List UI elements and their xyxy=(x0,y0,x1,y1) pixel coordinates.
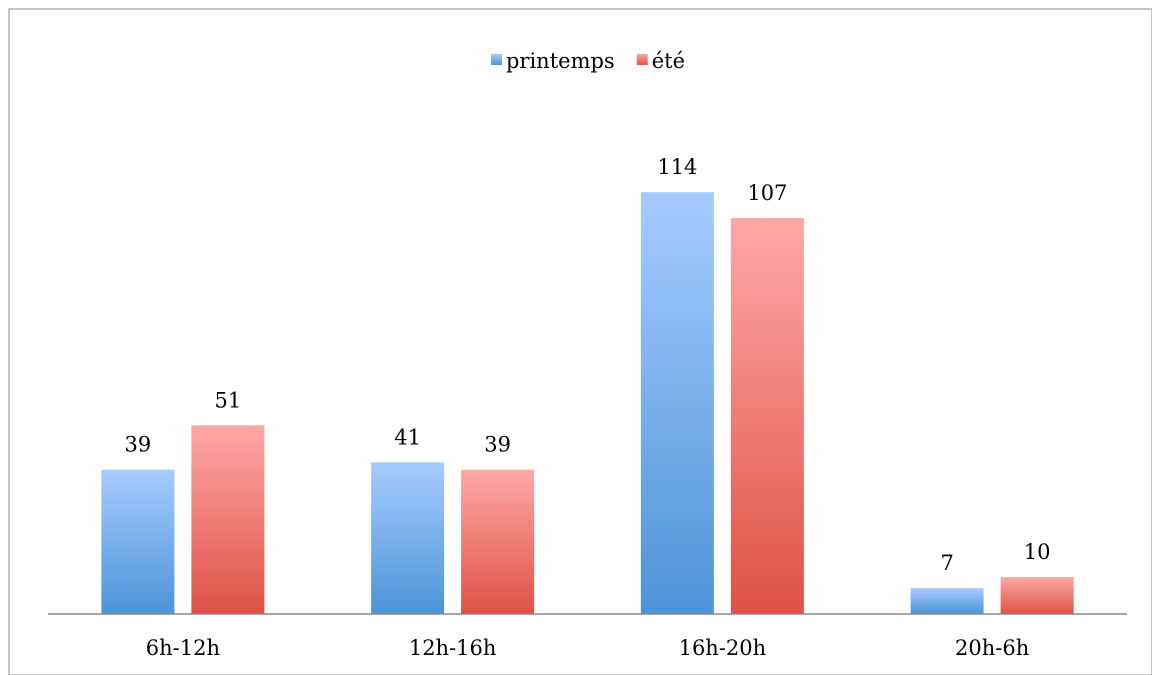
x-tick-label-20h-6h: 20h-6h xyxy=(955,636,1029,660)
legend-swatch-printemps xyxy=(490,54,502,65)
bars xyxy=(101,192,1074,614)
legend: printemps été xyxy=(490,49,685,73)
bar-printemps-12h-16h xyxy=(371,462,445,614)
legend-swatch-ete xyxy=(636,54,648,65)
x-tick-label-6h-12h: 6h-12h xyxy=(146,636,220,660)
chart-frame xyxy=(8,8,1152,675)
bar-printemps-6h-12h xyxy=(101,469,175,614)
x-tick-label-12h-16h: 12h-16h xyxy=(409,636,497,660)
data-label-ete-6h-12h: 51 xyxy=(215,388,242,412)
x-axis-ticks: 6h-12h 12h-16h 16h-20h 20h-6h xyxy=(146,636,1029,660)
data-labels: 39 51 41 39 114 107 7 10 xyxy=(125,155,1051,575)
data-label-printemps-16h-20h: 114 xyxy=(657,155,697,179)
legend-label-printemps: printemps xyxy=(506,49,615,73)
data-label-printemps-12h-16h: 41 xyxy=(394,425,421,449)
data-label-ete-16h-20h: 107 xyxy=(747,181,787,205)
data-label-printemps-20h-6h: 7 xyxy=(940,551,953,575)
bar-ete-12h-16h xyxy=(461,469,535,614)
bar-ete-16h-20h xyxy=(730,218,804,614)
bar-ete-6h-12h xyxy=(191,425,265,614)
x-tick-label-16h-20h: 16h-20h xyxy=(679,636,767,660)
data-label-printemps-6h-12h: 39 xyxy=(125,433,152,457)
legend-label-ete: été xyxy=(652,49,685,73)
data-label-ete-20h-6h: 10 xyxy=(1024,540,1051,564)
bar-ete-20h-6h xyxy=(1000,577,1074,614)
bar-printemps-16h-20h xyxy=(640,192,714,614)
data-label-ete-12h-16h: 39 xyxy=(484,433,511,457)
bar-printemps-20h-6h xyxy=(910,588,984,614)
